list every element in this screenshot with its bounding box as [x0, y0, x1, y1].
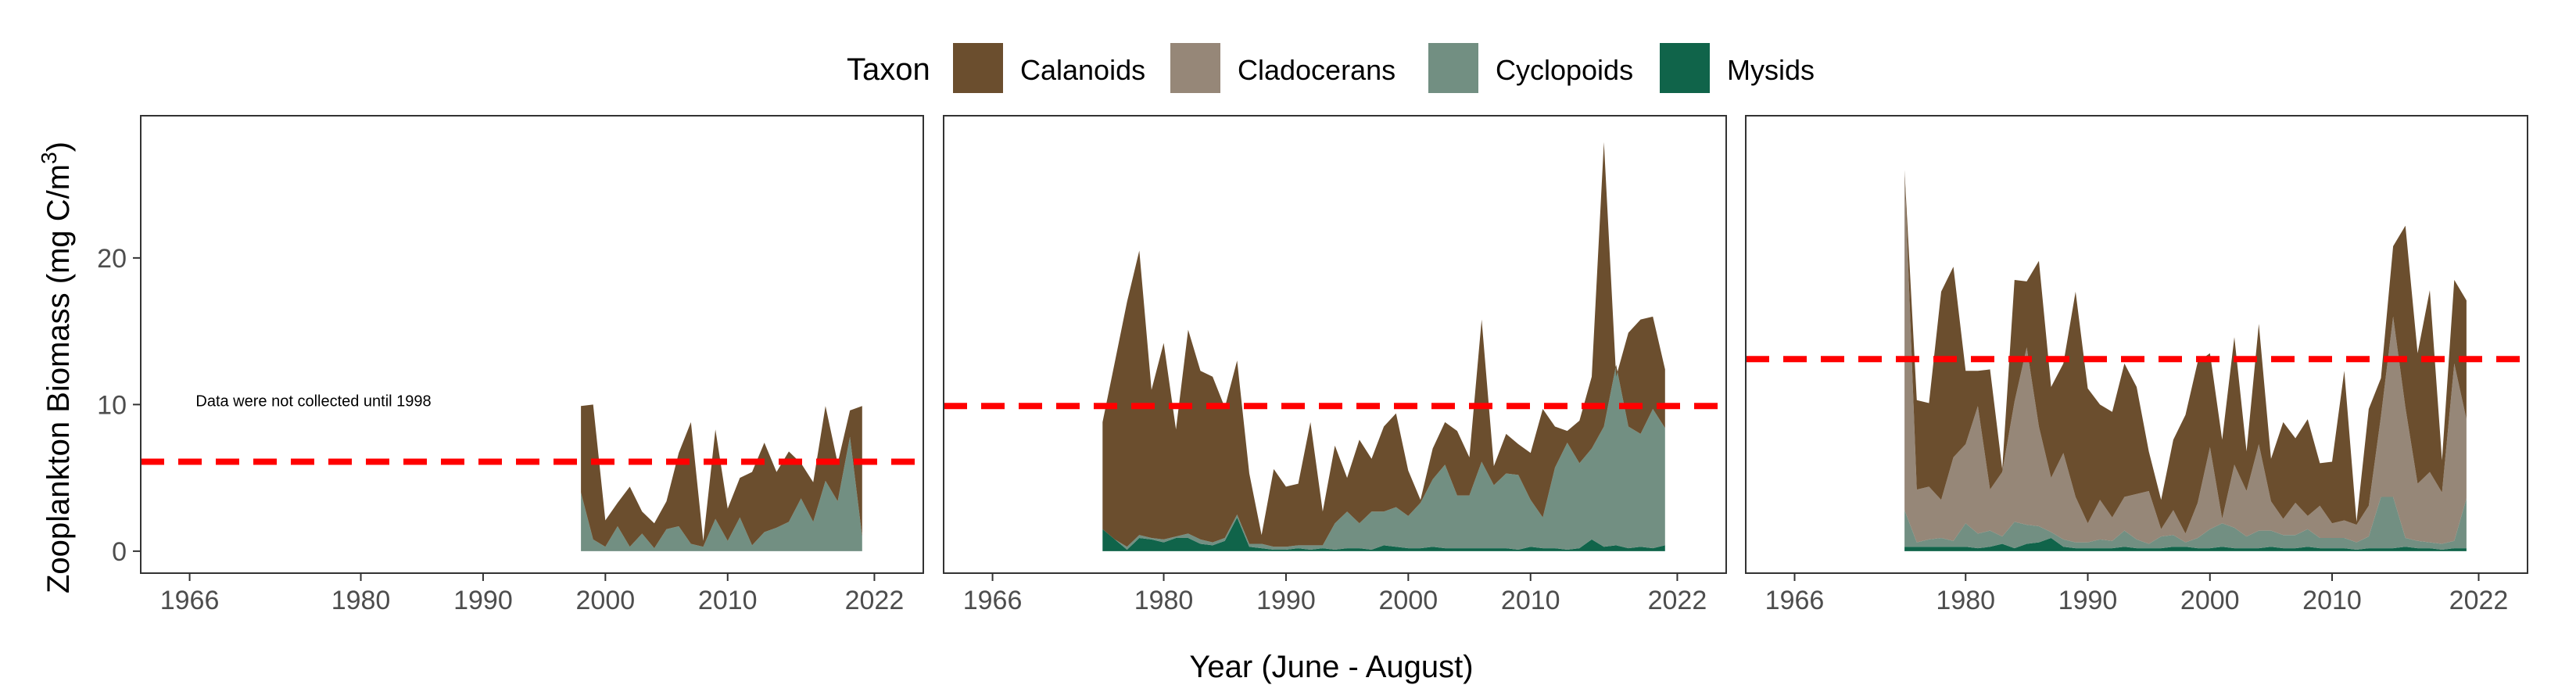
legend-title: Taxon [847, 52, 930, 87]
panel-3: 1966 1980 1990 2000 2010 2022 [1745, 115, 2528, 615]
legend-swatch-calanoids [953, 43, 1003, 93]
area-group [1904, 170, 2467, 551]
legend-item-mysids: Mysids [1660, 43, 1815, 93]
legend-item-cyclopoids: Cyclopoids [1428, 43, 1633, 93]
x-tick-label: 1966 [963, 586, 1023, 615]
panel-1: Data were not collected until 1998 1966 19… [97, 115, 924, 615]
x-tick-label: 1980 [331, 586, 391, 615]
x-tick-label: 1990 [1256, 586, 1316, 615]
panel-border [943, 115, 1727, 574]
area-cyclopoids [1904, 497, 2467, 550]
x-tick-label: 1980 [1936, 586, 1995, 615]
panel-border [140, 115, 924, 574]
y-axis-title-main: Zooplankton Biomass (mg C/m [41, 164, 76, 593]
y-tick-label: 10 [97, 390, 127, 420]
legend: Taxon Calanoids Cladocerans Cyclopoids Mysi… [847, 43, 1815, 93]
legend-label-cyclopoids: Cyclopoids [1496, 54, 1633, 86]
x-tick-label: 1966 [160, 586, 220, 615]
area-calanoids [581, 404, 862, 549]
area-calanoids [1102, 142, 1665, 547]
x-tick-label: 2000 [2180, 586, 2240, 615]
panel-annotation: Data were not collected until 1998 [195, 393, 431, 410]
legend-swatch-mysids [1660, 43, 1710, 93]
x-axis-title: Year (June - August) [1189, 650, 1473, 684]
y-axis-title-tail: ) [41, 142, 76, 152]
area-mysids [1904, 538, 2467, 551]
legend-swatch-cyclopoids [1428, 43, 1478, 93]
x-tick-label: 2022 [845, 586, 905, 615]
legend-label-calanoids: Calanoids [1020, 54, 1145, 86]
x-tick-label: 1966 [1765, 586, 1825, 615]
area-cladocerans [1904, 170, 2467, 544]
legend-label-mysids: Mysids [1727, 54, 1815, 86]
x-tick-label: 2010 [1501, 586, 1560, 615]
x-tick-label: 2000 [576, 586, 636, 615]
area-mysids [1102, 517, 1665, 551]
x-tick-label: 2022 [2449, 586, 2509, 615]
x-tick-label: 2010 [2302, 586, 2362, 615]
y-axis-title: Zooplankton Biomass (mg C/m3) [37, 142, 76, 593]
area-calanoids [1904, 170, 2467, 534]
x-tick-label: 2000 [1379, 586, 1438, 615]
panel-border [1745, 115, 2528, 574]
legend-swatch-cladocerans [1170, 43, 1220, 93]
y-tick-label: 0 [112, 537, 127, 567]
y-axis-title-sup: 3 [37, 152, 61, 164]
legend-item-cladocerans: Cladocerans [1170, 43, 1395, 93]
x-tick-label: 2022 [1648, 586, 1707, 615]
panel-2: 1966 1980 1990 2000 2010 2022 [943, 115, 1727, 615]
legend-label-cladocerans: Cladocerans [1238, 54, 1395, 86]
x-tick-label: 1980 [1134, 586, 1194, 615]
area-group [1102, 142, 1665, 551]
area-cyclopoids [581, 436, 862, 551]
x-tick-label: 2010 [698, 586, 758, 615]
legend-item-calanoids: Calanoids [953, 43, 1145, 93]
x-tick-label: 1990 [453, 586, 513, 615]
y-tick-label: 20 [97, 244, 127, 274]
x-tick-label: 1990 [2058, 586, 2118, 615]
area-group [581, 404, 862, 551]
area-cyclopoids [1102, 364, 1665, 550]
